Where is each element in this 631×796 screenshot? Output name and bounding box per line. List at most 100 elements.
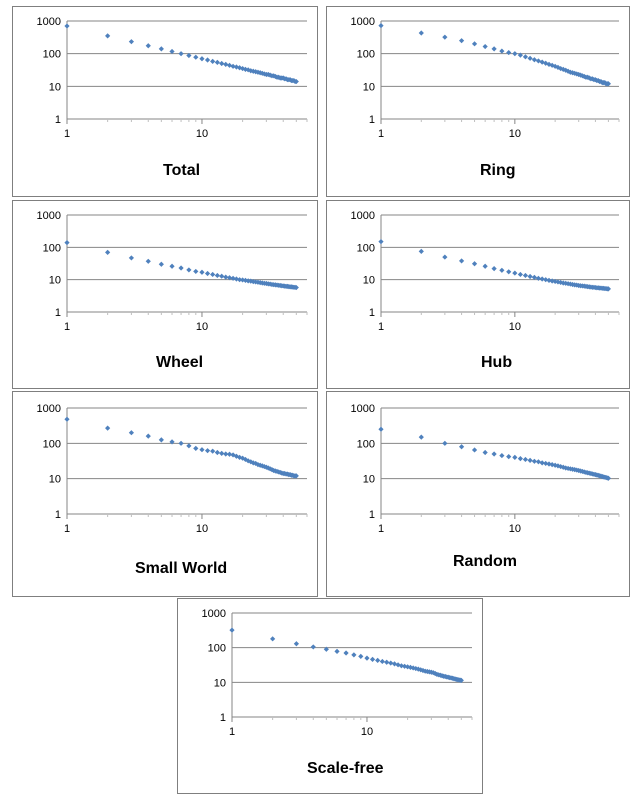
x-tick-label-hub-10: 10 bbox=[509, 321, 521, 333]
chart-panel-ring: 1 10 100 1000 1 10 Ring bbox=[326, 6, 630, 197]
data-point-random bbox=[605, 475, 612, 481]
data-point-small-world bbox=[233, 453, 240, 459]
data-point-total bbox=[64, 23, 70, 29]
data-point-ring bbox=[458, 38, 465, 44]
y-tick-label-random-100: 100 bbox=[357, 438, 375, 450]
chart-panel-wheel: 1 10 100 1000 1 10 Wheel bbox=[12, 200, 318, 389]
data-point-hub bbox=[458, 258, 465, 264]
data-point-ring bbox=[506, 49, 512, 56]
y-tick-label-total-1000: 1000 bbox=[37, 16, 61, 28]
data-point-ring bbox=[512, 51, 518, 57]
data-point-scale-free bbox=[310, 644, 316, 650]
data-point-small-world bbox=[204, 448, 211, 454]
data-point-total bbox=[219, 60, 225, 67]
data-point-wheel bbox=[204, 270, 211, 277]
chart-panel-small-world: 1 10 100 1000 1 10 Small World bbox=[12, 391, 318, 597]
y-tick-label-ring-100: 100 bbox=[357, 49, 375, 61]
data-point-scale-free bbox=[369, 656, 376, 662]
data-point-ring bbox=[442, 34, 448, 40]
data-point-random bbox=[546, 461, 552, 467]
data-point-small-world bbox=[64, 416, 70, 422]
y-tick-label-hub-100: 100 bbox=[357, 242, 375, 254]
data-point-hub bbox=[506, 269, 512, 275]
data-point-small-world bbox=[169, 439, 175, 445]
chart-total: 1 10 100 1000 1 10 bbox=[37, 16, 308, 140]
y-tick-label-scale-free-1000: 1000 bbox=[202, 608, 226, 620]
data-point-small-world bbox=[158, 437, 164, 443]
data-point-hub bbox=[482, 263, 488, 269]
data-point-scale-free bbox=[375, 657, 381, 663]
data-point-total bbox=[223, 61, 229, 67]
data-point-small-world bbox=[219, 450, 225, 456]
y-tick-label-hub-1000: 1000 bbox=[351, 210, 375, 222]
chart-title-ring: Ring bbox=[480, 162, 516, 179]
data-point-random bbox=[531, 458, 538, 464]
data-point-hub bbox=[499, 267, 505, 273]
chart-title-hub: Hub bbox=[481, 354, 513, 371]
data-point-wheel bbox=[105, 249, 111, 255]
x-tick-label-scale-free-10: 10 bbox=[361, 726, 373, 738]
data-point-random bbox=[458, 444, 465, 450]
data-point-small-world bbox=[214, 449, 220, 456]
y-tick-label-wheel-1: 1 bbox=[55, 307, 61, 319]
chart-scale-free: 1 10 100 1000 1 10 bbox=[202, 608, 473, 738]
data-point-scale-free bbox=[458, 677, 464, 683]
data-point-wheel bbox=[230, 275, 236, 281]
x-tick-label-scale-free-1: 1 bbox=[229, 726, 235, 738]
data-point-total bbox=[240, 65, 246, 72]
data-point-random bbox=[522, 456, 529, 463]
data-point-ring bbox=[378, 23, 384, 29]
data-point-ring bbox=[531, 57, 538, 63]
data-point-total bbox=[199, 56, 205, 62]
data-point-ring bbox=[522, 54, 529, 60]
data-point-wheel bbox=[293, 284, 299, 291]
chart-ring: 1 10 100 1000 1 10 bbox=[351, 16, 620, 140]
data-point-ring bbox=[418, 30, 424, 36]
data-point-small-world bbox=[248, 459, 254, 465]
y-tick-label-ring-1000: 1000 bbox=[351, 16, 375, 28]
data-point-random bbox=[471, 447, 478, 453]
data-point-hub bbox=[491, 265, 497, 272]
y-tick-label-small-world-10: 10 bbox=[49, 474, 61, 486]
data-point-scale-free bbox=[229, 627, 235, 633]
data-point-small-world bbox=[269, 467, 275, 473]
x-tick-label-wheel-10: 10 bbox=[196, 321, 208, 333]
data-point-total bbox=[230, 63, 236, 69]
x-tick-label-total-10: 10 bbox=[196, 128, 208, 140]
x-tick-label-wheel-1: 1 bbox=[64, 321, 70, 333]
data-point-scale-free bbox=[343, 650, 349, 656]
data-point-wheel bbox=[214, 272, 220, 279]
data-point-small-world bbox=[223, 451, 229, 457]
data-point-hub bbox=[471, 261, 478, 267]
data-point-wheel bbox=[226, 275, 233, 281]
y-tick-label-random-1000: 1000 bbox=[351, 403, 375, 415]
data-point-ring bbox=[499, 48, 505, 54]
data-point-scale-free bbox=[388, 660, 394, 666]
chart-title-small-world: Small World bbox=[135, 560, 228, 577]
x-tick-label-total-1: 1 bbox=[64, 128, 70, 140]
x-tick-label-hub-1: 1 bbox=[378, 321, 384, 333]
y-tick-label-wheel-100: 100 bbox=[43, 242, 61, 254]
data-point-small-world bbox=[128, 430, 134, 436]
y-tick-label-total-10: 10 bbox=[49, 81, 61, 93]
data-point-hub bbox=[555, 279, 561, 285]
data-point-scale-free bbox=[293, 641, 299, 647]
data-point-hub bbox=[418, 248, 424, 254]
data-point-small-world bbox=[210, 448, 216, 454]
y-tick-label-wheel-10: 10 bbox=[49, 275, 61, 287]
data-point-total bbox=[128, 39, 134, 45]
y-tick-label-small-world-100: 100 bbox=[43, 438, 61, 450]
data-point-ring bbox=[552, 63, 558, 69]
y-tick-label-scale-free-10: 10 bbox=[214, 677, 226, 689]
data-point-wheel bbox=[210, 271, 216, 278]
data-point-total bbox=[210, 58, 216, 64]
data-point-scale-free bbox=[379, 658, 385, 665]
data-point-wheel bbox=[128, 255, 134, 261]
data-point-wheel bbox=[169, 263, 175, 269]
data-point-small-world bbox=[105, 425, 111, 431]
data-point-total bbox=[186, 52, 192, 59]
data-point-hub bbox=[531, 274, 538, 280]
data-point-wheel bbox=[186, 267, 192, 273]
data-point-total bbox=[169, 48, 175, 55]
chart-panel-total: 1 10 100 1000 1 10 Total bbox=[12, 6, 318, 197]
